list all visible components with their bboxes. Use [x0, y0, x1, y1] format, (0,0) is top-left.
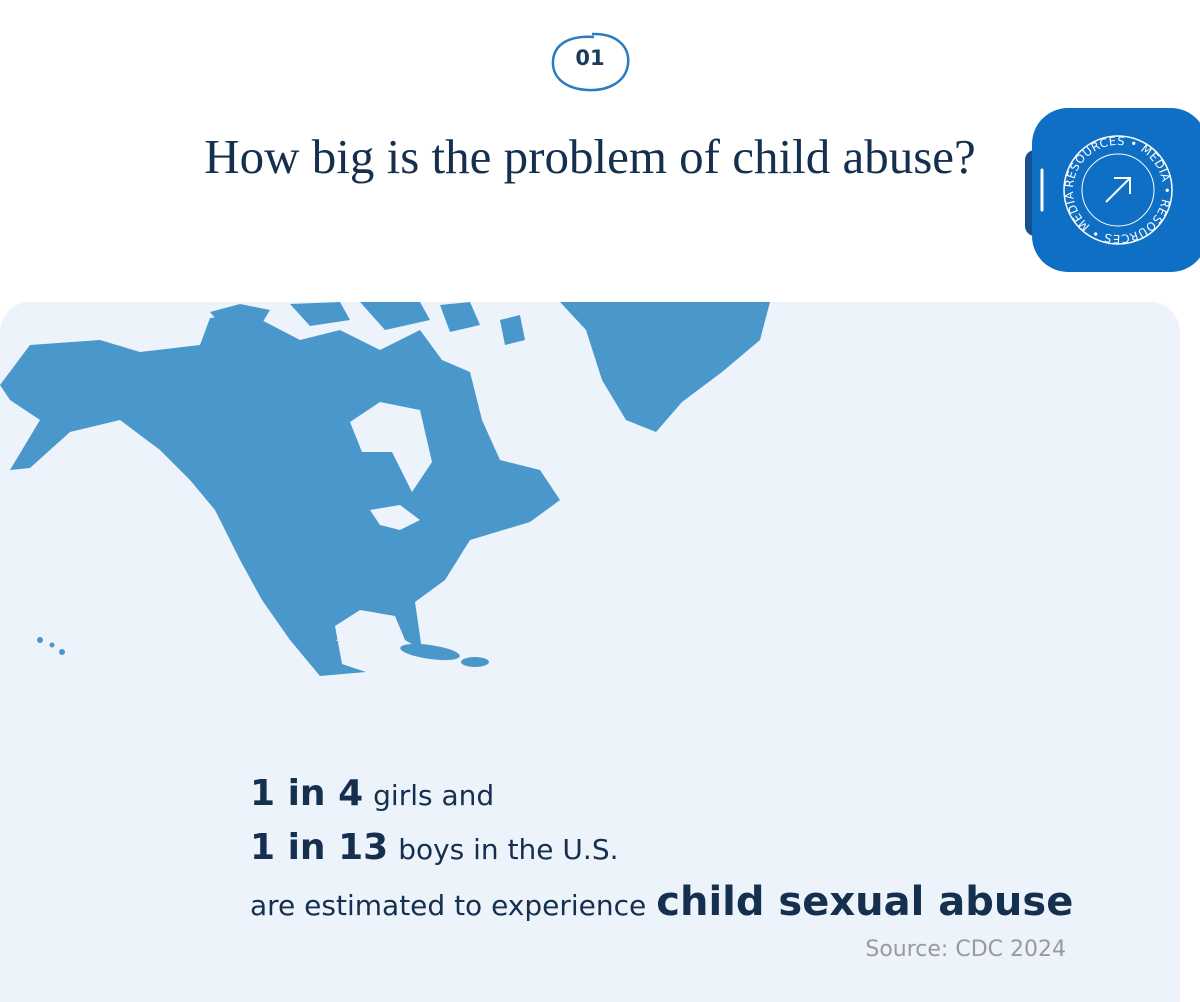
stat-figure: 1 in 4	[250, 773, 364, 814]
stat-line: 1 in 13 boys in the U.S.	[250, 821, 1073, 875]
stat-figure: 1 in 13	[250, 827, 389, 868]
stat-text: girls and	[373, 779, 495, 812]
stat-panel: 1 in 4 girls and 1 in 13 boys in the U.S. …	[0, 302, 1180, 1002]
step-circle	[551, 32, 630, 92]
statistic: 1 in 4 girls and 1 in 13 boys in the U.S. …	[250, 767, 1073, 929]
stat-line: 1 in 4 girls and	[250, 767, 1073, 821]
map	[0, 302, 770, 676]
stat-line: are estimated to experience child sexual …	[250, 875, 1073, 929]
stat-text: boys in the U.S.	[398, 833, 619, 866]
resources-badge[interactable]: RESOURCES • MEDIA • RESOURCES • MEDIA •	[1020, 108, 1200, 272]
stat-text: are estimated to experience	[250, 889, 647, 922]
heading: How big is the problem of child abuse?	[204, 129, 976, 184]
stat-emphasis: child sexual abuse	[656, 879, 1074, 925]
source: Source: CDC 2024	[865, 937, 1066, 962]
step-number: 01	[575, 46, 605, 70]
